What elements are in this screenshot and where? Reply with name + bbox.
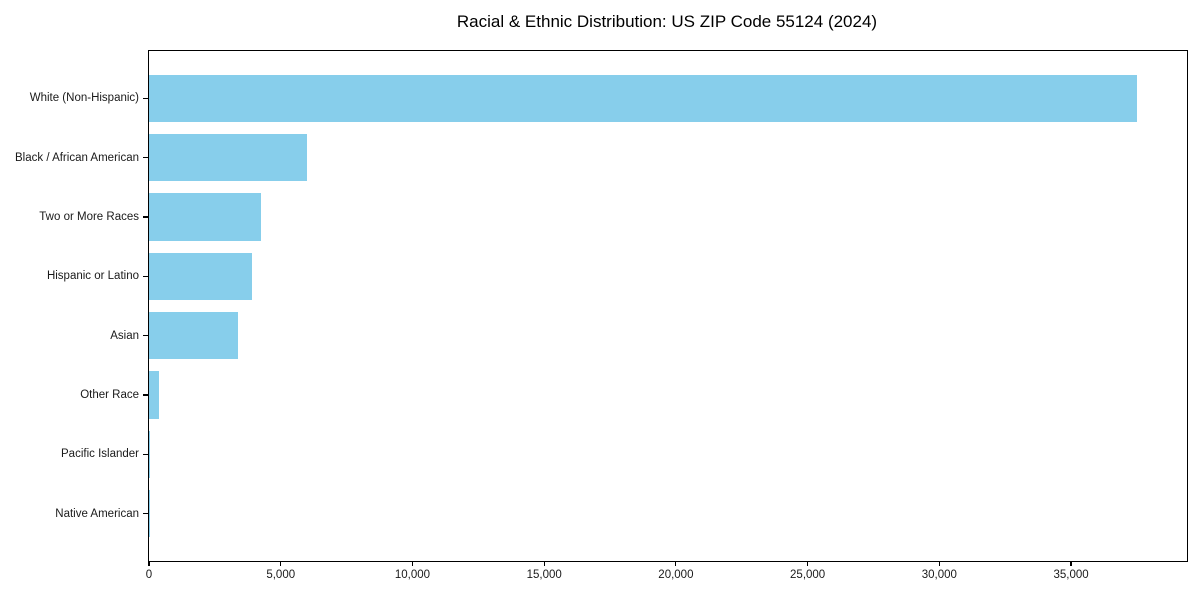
bar-two-or-more-races bbox=[149, 193, 262, 241]
x-tick-label-35-000: 35,000 bbox=[1053, 569, 1089, 581]
x-tick-mark bbox=[675, 561, 677, 566]
y-tick-mark bbox=[143, 157, 148, 159]
y-tick-mark bbox=[143, 97, 148, 99]
y-tick-label-pacific-islander: Pacific Islander bbox=[61, 448, 139, 461]
x-tick-mark bbox=[938, 561, 940, 566]
bar-pacific-islander bbox=[149, 430, 151, 479]
y-tick-label-two-or-more-races: Two or More Races bbox=[39, 211, 139, 224]
bar-asian bbox=[149, 311, 238, 360]
x-tick-label-5-000: 5,000 bbox=[266, 569, 296, 581]
x-tick-label-30-000: 30,000 bbox=[921, 569, 957, 581]
x-tick-mark bbox=[280, 561, 282, 566]
x-tick-label-0: 0 bbox=[145, 569, 153, 581]
x-tick-mark bbox=[1070, 561, 1072, 566]
x-tick-mark bbox=[411, 561, 414, 566]
x-tick-mark bbox=[543, 561, 545, 566]
x-tick-label-25-000: 25,000 bbox=[790, 569, 826, 581]
plot-area: White (Non-Hispanic) Black / African Amer… bbox=[15, 50, 1188, 581]
y-tick-mark bbox=[143, 513, 148, 515]
x-tick-label-10-000: 10,000 bbox=[394, 569, 431, 581]
y-tick-label-asian: Asian bbox=[110, 329, 139, 342]
y-tick-mark bbox=[143, 394, 148, 396]
y-tick-mark bbox=[143, 335, 148, 337]
y-tick-mark bbox=[143, 216, 148, 218]
y-tick-label-black-african-american: Black / African American bbox=[15, 151, 139, 164]
y-tick-label-white-non-hispanic: White (Non-Hispanic) bbox=[29, 92, 139, 105]
y-tick-mark bbox=[143, 453, 148, 455]
y-tick-mark bbox=[143, 275, 148, 277]
bar-other-race bbox=[149, 371, 159, 419]
x-tick-mark bbox=[148, 561, 150, 566]
y-tick-label-native-american: Native American bbox=[55, 507, 139, 520]
bar-white-non-hispanic bbox=[149, 74, 1137, 123]
bar-hispanic-or-latino bbox=[149, 252, 252, 301]
bar-black-african-american bbox=[149, 133, 308, 182]
y-tick-label-other-race: Other Race bbox=[80, 388, 139, 401]
y-tick-label-hispanic-or-latino: Hispanic or Latino bbox=[46, 270, 139, 283]
chart-title: Racial & Ethnic Distribution: US ZIP Cod… bbox=[456, 12, 878, 31]
x-tick-label-15-000: 15,000 bbox=[526, 569, 562, 581]
x-tick-label-20-000: 20,000 bbox=[658, 569, 694, 581]
x-tick-mark bbox=[807, 561, 809, 566]
